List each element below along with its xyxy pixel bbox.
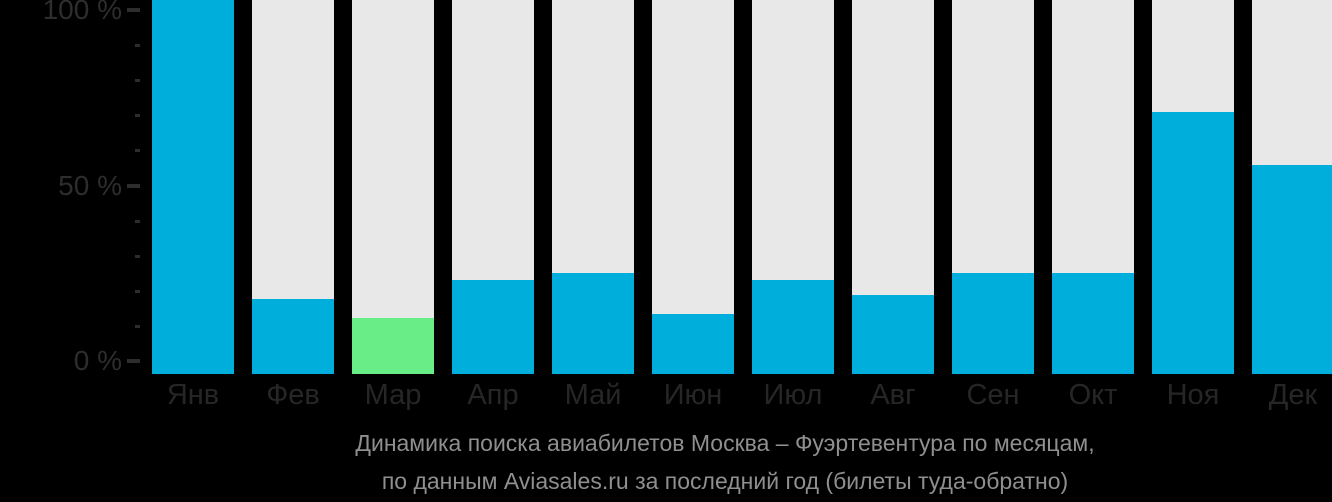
bar-Авг xyxy=(852,295,934,374)
bar-track-Июл xyxy=(752,0,834,374)
bar-track-Сен xyxy=(952,0,1034,374)
x-axis-label-Июл: Июл xyxy=(763,379,823,411)
x-axis-label-Дек: Дек xyxy=(1268,379,1318,411)
caption-line-2: по данным Aviasales.ru за последний год … xyxy=(381,468,1069,494)
y-axis-major-tick xyxy=(127,184,140,188)
y-axis-minor-tick xyxy=(135,289,140,293)
bar-Мар xyxy=(352,318,434,374)
x-axis-label-Авг: Авг xyxy=(870,379,916,411)
y-axis-tick-label: 0 % xyxy=(73,345,122,376)
y-axis-minor-tick xyxy=(135,78,140,82)
bar-track-Мар xyxy=(352,0,434,374)
y-axis-minor-tick xyxy=(135,43,140,47)
y-axis-minor-tick xyxy=(135,148,140,152)
y-axis-tick-label: 100 % xyxy=(42,0,122,25)
y-axis-major-tick xyxy=(127,8,140,12)
x-axis-label-Май: Май xyxy=(564,379,622,411)
x-axis-label-Янв: Янв xyxy=(166,379,220,411)
x-axis-label-Июн: Июн xyxy=(663,379,723,411)
bar-track-Июн xyxy=(652,0,734,374)
bar-Ноя xyxy=(1152,112,1234,374)
bar-Фев xyxy=(252,299,334,374)
bar-Сен xyxy=(952,273,1034,374)
y-axis-tick-label: 50 % xyxy=(58,170,122,201)
x-axis-label-Сен: Сен xyxy=(966,379,1020,411)
x-axis-label-Окт: Окт xyxy=(1068,379,1118,411)
x-axis-label-Ноя: Ноя xyxy=(1166,379,1220,411)
bar-track-Апр xyxy=(452,0,534,374)
bar-track-Авг xyxy=(852,0,934,374)
y-axis-minor-tick xyxy=(135,324,140,328)
bar-Июл xyxy=(752,280,834,374)
x-axis-label-Фев: Фев xyxy=(266,379,320,411)
bar-track-Фев xyxy=(252,0,334,374)
chart-caption: Динамика поиска авиабилетов Москва – Фуэ… xyxy=(118,424,1332,500)
bar-track-Окт xyxy=(1052,0,1134,374)
bar-Июн xyxy=(652,314,734,374)
x-axis-label-Апр: Апр xyxy=(467,379,519,411)
bar-track-Янв xyxy=(152,0,234,374)
y-axis-minor-tick xyxy=(135,113,140,117)
bar-Апр xyxy=(452,280,534,374)
bar-track-Дек xyxy=(1252,0,1332,374)
y-axis-minor-tick xyxy=(135,254,140,258)
y-axis-major-tick xyxy=(127,359,140,363)
bar-Янв xyxy=(152,0,234,374)
bar-track-Май xyxy=(552,0,634,374)
bar-Дек xyxy=(1252,165,1332,374)
bar-Май xyxy=(552,273,634,374)
bar-Окт xyxy=(1052,273,1134,374)
x-axis-label-Мар: Мар xyxy=(364,379,422,411)
y-axis-minor-tick xyxy=(135,219,140,223)
caption-line-1: Динамика поиска авиабилетов Москва – Фуэ… xyxy=(355,430,1095,456)
bar-track-Ноя xyxy=(1152,0,1234,374)
